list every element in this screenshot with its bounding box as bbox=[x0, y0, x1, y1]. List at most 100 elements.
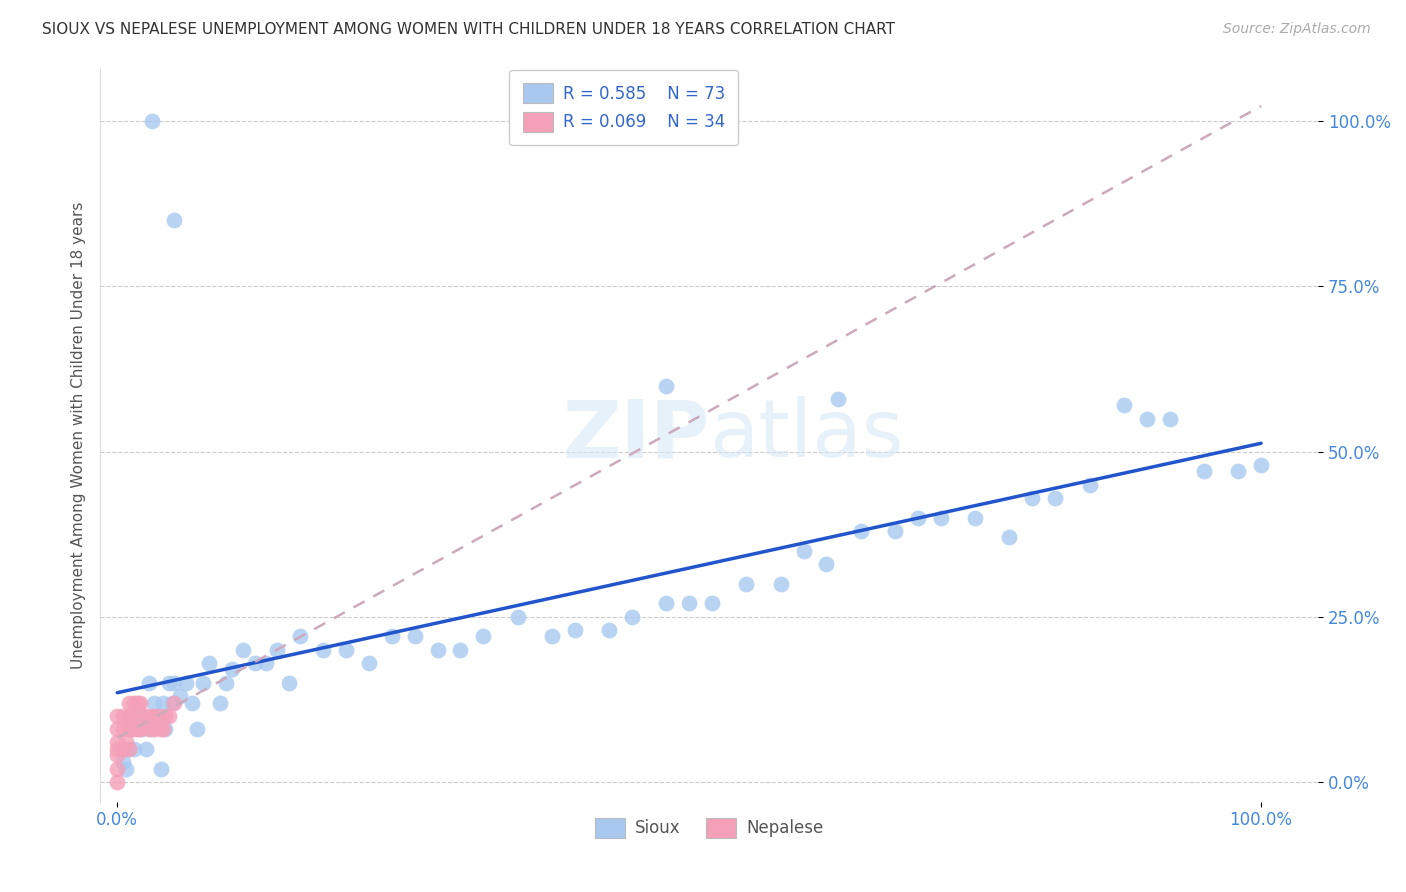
Point bbox=[157, 675, 180, 690]
Point bbox=[115, 762, 138, 776]
Point bbox=[160, 696, 183, 710]
Point bbox=[1021, 491, 1043, 505]
Point bbox=[197, 656, 219, 670]
Point bbox=[815, 557, 838, 571]
Point bbox=[118, 708, 141, 723]
Point bbox=[1136, 411, 1159, 425]
Point bbox=[152, 696, 174, 710]
Point bbox=[163, 696, 186, 710]
Point bbox=[115, 735, 138, 749]
Point bbox=[131, 722, 153, 736]
Point bbox=[827, 392, 849, 406]
Point bbox=[254, 656, 277, 670]
Point bbox=[221, 663, 243, 677]
Point bbox=[142, 696, 165, 710]
Point bbox=[849, 524, 872, 538]
Text: atlas: atlas bbox=[709, 396, 904, 474]
Point bbox=[541, 630, 564, 644]
Point bbox=[1078, 477, 1101, 491]
Point bbox=[312, 642, 335, 657]
Point bbox=[426, 642, 449, 657]
Point bbox=[1159, 411, 1181, 425]
Point bbox=[266, 642, 288, 657]
Point bbox=[129, 722, 152, 736]
Point bbox=[129, 696, 152, 710]
Point bbox=[120, 722, 142, 736]
Point bbox=[105, 762, 128, 776]
Point bbox=[1192, 464, 1215, 478]
Point bbox=[472, 630, 495, 644]
Point bbox=[1227, 464, 1250, 478]
Point bbox=[163, 675, 186, 690]
Point bbox=[135, 708, 157, 723]
Point bbox=[655, 378, 678, 392]
Point bbox=[735, 576, 758, 591]
Point bbox=[118, 741, 141, 756]
Point bbox=[564, 623, 586, 637]
Point bbox=[1112, 398, 1135, 412]
Point bbox=[105, 741, 128, 756]
Point bbox=[142, 722, 165, 736]
Point bbox=[907, 510, 929, 524]
Point bbox=[174, 675, 197, 690]
Point bbox=[191, 675, 214, 690]
Point bbox=[965, 510, 987, 524]
Point bbox=[120, 708, 142, 723]
Point bbox=[124, 722, 146, 736]
Text: ZIP: ZIP bbox=[562, 396, 709, 474]
Point bbox=[929, 510, 952, 524]
Point bbox=[1045, 491, 1067, 505]
Point bbox=[105, 722, 128, 736]
Point bbox=[135, 741, 157, 756]
Point bbox=[232, 642, 254, 657]
Text: Source: ZipAtlas.com: Source: ZipAtlas.com bbox=[1223, 22, 1371, 37]
Point bbox=[131, 708, 153, 723]
Point bbox=[111, 741, 134, 756]
Text: SIOUX VS NEPALESE UNEMPLOYMENT AMONG WOMEN WITH CHILDREN UNDER 18 YEARS CORRELAT: SIOUX VS NEPALESE UNEMPLOYMENT AMONG WOM… bbox=[42, 22, 896, 37]
Y-axis label: Unemployment Among Women with Children Under 18 years: Unemployment Among Women with Children U… bbox=[72, 202, 86, 669]
Legend: Sioux, Nepalese: Sioux, Nepalese bbox=[589, 811, 830, 845]
Point bbox=[277, 675, 299, 690]
Point bbox=[149, 762, 172, 776]
Point bbox=[620, 609, 643, 624]
Point bbox=[884, 524, 907, 538]
Point bbox=[138, 675, 160, 690]
Point bbox=[506, 609, 529, 624]
Point bbox=[449, 642, 471, 657]
Point bbox=[655, 597, 678, 611]
Point bbox=[118, 722, 141, 736]
Point bbox=[335, 642, 357, 657]
Point bbox=[381, 630, 404, 644]
Point bbox=[138, 722, 160, 736]
Point bbox=[290, 630, 312, 644]
Point bbox=[155, 708, 177, 723]
Point bbox=[998, 530, 1021, 544]
Point bbox=[700, 597, 723, 611]
Point bbox=[1250, 458, 1272, 472]
Point bbox=[149, 722, 172, 736]
Point bbox=[404, 630, 426, 644]
Point bbox=[105, 748, 128, 763]
Point bbox=[157, 708, 180, 723]
Point bbox=[357, 656, 380, 670]
Point bbox=[678, 597, 700, 611]
Point bbox=[163, 213, 186, 227]
Point bbox=[146, 708, 169, 723]
Point bbox=[141, 114, 163, 128]
Point bbox=[124, 696, 146, 710]
Point bbox=[180, 696, 202, 710]
Point bbox=[120, 722, 142, 736]
Point bbox=[243, 656, 266, 670]
Point bbox=[111, 755, 134, 769]
Point bbox=[105, 708, 128, 723]
Point bbox=[141, 708, 163, 723]
Point bbox=[141, 722, 163, 736]
Point bbox=[118, 741, 141, 756]
Point bbox=[127, 722, 149, 736]
Point bbox=[127, 708, 149, 723]
Point bbox=[598, 623, 620, 637]
Point bbox=[186, 722, 208, 736]
Point bbox=[105, 774, 128, 789]
Point bbox=[209, 696, 232, 710]
Point bbox=[169, 689, 191, 703]
